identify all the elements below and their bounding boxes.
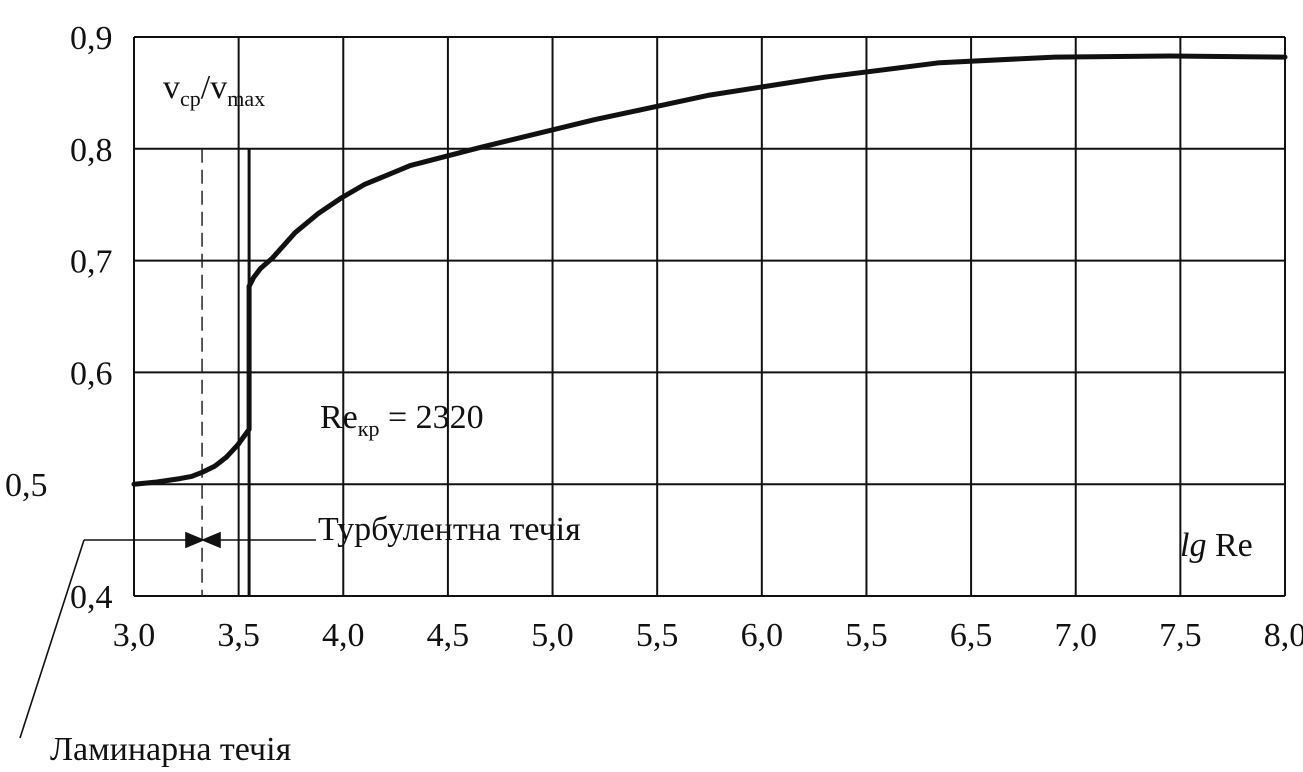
y-tick-label: 0,7 — [70, 244, 113, 281]
x-tick-label: 5,5 — [845, 617, 888, 654]
x-tick-labels: 3,0 3,5 4,0 4,5 5,0 5,5 6,0 5,5 6,5 7,0 7,5 8,0 — [113, 617, 1303, 654]
y-tick-labels: 0,9 0,8 0,7 0,6 0,5 0,4 — [5, 20, 113, 616]
flow-region-arrows — [19, 531, 316, 739]
x-tick-label: 5,5 — [636, 617, 679, 654]
x-tick-label: 8,0 — [1264, 617, 1303, 654]
x-tick-label: 6,0 — [741, 617, 784, 654]
velocity-ratio-curve — [131, 53, 1288, 487]
arrow-right-icon — [185, 531, 206, 549]
x-tick-label: 7,5 — [1159, 617, 1202, 654]
y-tick-label: 0,6 — [70, 355, 113, 392]
laminar-pointer-line — [19, 539, 85, 739]
horizontal-grid-lines — [134, 36, 1285, 597]
x-tick-label: 3,5 — [217, 617, 260, 654]
x-tick-label: 7,0 — [1054, 617, 1097, 654]
y-tick-label: 0,8 — [70, 132, 113, 169]
x-tick-label: 5,0 — [531, 617, 574, 654]
x-tick-label: 3,0 — [113, 617, 156, 654]
y-tick-label: 0,5 — [5, 467, 48, 504]
y-tick-label: 0,4 — [70, 579, 113, 616]
turbulent-flow-label: Турбулентна течія — [318, 511, 581, 548]
critical-reynolds-annotation: Reкр = 2320 — [320, 399, 484, 441]
x-axis-label: lg Re — [1180, 527, 1253, 564]
x-tick-label: 6,5 — [950, 617, 993, 654]
y-axis-label: vср/vmax — [163, 69, 265, 111]
arrow-left-icon — [200, 531, 221, 549]
laminar-flow-label: Ламинарна течія — [50, 731, 292, 768]
vertical-grid-lines — [133, 37, 1286, 596]
y-tick-label: 0,9 — [70, 20, 113, 57]
x-tick-label: 4,0 — [322, 617, 365, 654]
x-tick-label: 4,5 — [427, 617, 470, 654]
